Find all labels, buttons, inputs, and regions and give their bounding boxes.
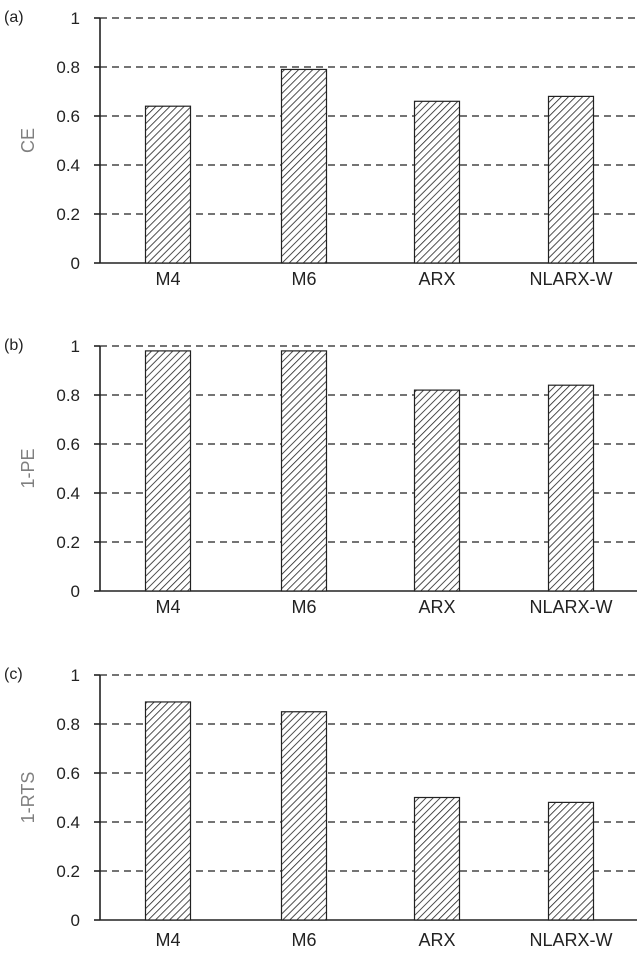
y-axis-title: 1-PE bbox=[18, 448, 38, 488]
y-tick-label: 0.6 bbox=[56, 764, 80, 783]
x-category-label: ARX bbox=[418, 269, 455, 289]
y-tick-label: 0.8 bbox=[56, 58, 80, 77]
x-category-label: M6 bbox=[291, 930, 316, 950]
x-category-label: NLARX-W bbox=[529, 597, 612, 617]
y-tick-label: 0.6 bbox=[56, 435, 80, 454]
y-tick-label: 0.2 bbox=[56, 205, 80, 224]
bar-m6 bbox=[280, 711, 328, 921]
y-tick-label: 0.8 bbox=[56, 386, 80, 405]
bar-m6 bbox=[280, 68, 328, 264]
y-tick-label: 0.4 bbox=[56, 813, 80, 832]
x-category-label: M6 bbox=[291, 597, 316, 617]
y-axis-title: CE bbox=[18, 128, 38, 153]
y-tick-label: 1 bbox=[71, 666, 80, 685]
x-category-label: ARX bbox=[418, 597, 455, 617]
panel-label: (b) bbox=[4, 337, 24, 354]
y-tick-label: 0 bbox=[71, 911, 80, 930]
x-category-label: M4 bbox=[155, 597, 180, 617]
y-tick-label: 0.8 bbox=[56, 715, 80, 734]
bar-arx bbox=[413, 389, 461, 592]
x-category-label: M4 bbox=[155, 269, 180, 289]
bar-m4 bbox=[144, 701, 192, 921]
y-tick-label: 1 bbox=[71, 9, 80, 28]
x-category-label: NLARX-W bbox=[529, 269, 612, 289]
y-tick-label: 0 bbox=[71, 254, 80, 273]
bar-m4 bbox=[144, 105, 192, 264]
y-tick-label: 0.2 bbox=[56, 862, 80, 881]
chart-panel-2: 0 0.2 0.4 0.6 0.8 1 M4 M6 ARX NLARX-W 1-PE (b) bbox=[4, 337, 637, 617]
y-tick-label: 0 bbox=[71, 582, 80, 601]
x-category-label: M4 bbox=[155, 930, 180, 950]
y-tick-label: 0.4 bbox=[56, 484, 80, 503]
y-axis-title: 1-RTS bbox=[18, 772, 38, 824]
bar-nlarx-w bbox=[547, 95, 595, 264]
y-tick-label: 0.2 bbox=[56, 533, 80, 552]
chart-panel-3: 0 0.2 0.4 0.6 0.8 1 M4 M6 ARX NLARX-W 1-RTS (c) bbox=[4, 666, 637, 950]
x-category-label: M6 bbox=[291, 269, 316, 289]
bar-m6 bbox=[280, 350, 328, 592]
bar-arx bbox=[413, 796, 461, 921]
panel-label: (c) bbox=[4, 666, 23, 683]
y-tick-label: 1 bbox=[71, 337, 80, 356]
panel-label: (a) bbox=[4, 9, 24, 26]
x-category-label: ARX bbox=[418, 930, 455, 950]
y-tick-label: 0.6 bbox=[56, 107, 80, 126]
bar-arx bbox=[413, 100, 461, 264]
x-category-label: NLARX-W bbox=[529, 930, 612, 950]
y-tick-label: 0.4 bbox=[56, 156, 80, 175]
bar-m4 bbox=[144, 350, 192, 592]
chart-panel-1: 0 0.2 0.4 0.6 0.8 1 M4 M6 ARX NLARX-W CE (a) bbox=[4, 9, 637, 289]
bar-nlarx-w bbox=[547, 384, 595, 592]
bar-nlarx-w bbox=[547, 801, 595, 921]
